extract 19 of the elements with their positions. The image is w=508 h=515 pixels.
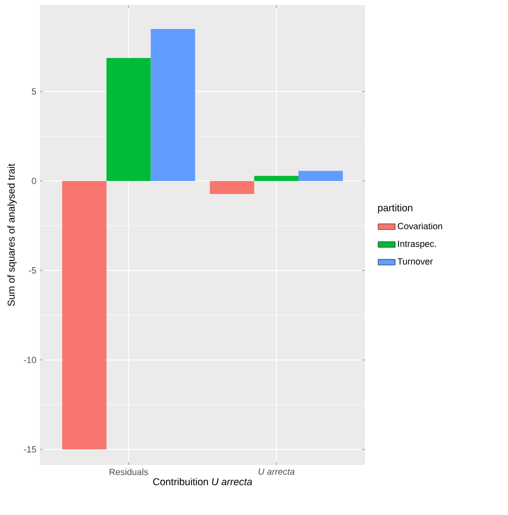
bar [106,58,151,181]
y-tick-label: -15 [24,446,36,453]
x-tick-label: Residuals [110,468,148,476]
legend-title: partition [378,204,412,214]
y-tick-label: -5 [28,267,36,274]
y-axis-title: Sum of squares of analysed trait [7,164,17,306]
bar [62,180,106,450]
legend-label: Intraspec. [398,240,436,249]
bar [298,170,343,181]
bar [210,180,254,194]
legend-label: Covariation [398,222,442,230]
bar [254,176,299,181]
y-tick-label: 0 [32,178,36,184]
y-tick-label: 5 [32,88,36,95]
x-axis-title: Contribuition U arrecta [153,478,252,486]
x-tick-label: U arrecta [258,468,294,475]
y-tick-label: -10 [24,356,36,364]
legend-label: Turnover [398,258,433,265]
bar [150,28,196,181]
